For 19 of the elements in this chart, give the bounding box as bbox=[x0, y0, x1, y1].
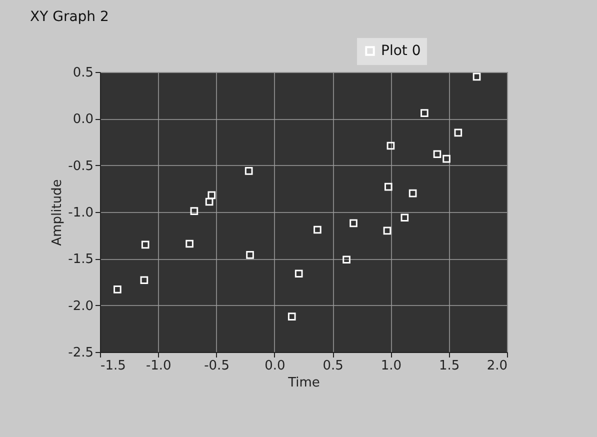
x-tick-label: -1.0 bbox=[146, 358, 172, 374]
y-axis-title: Amplitude bbox=[50, 179, 66, 246]
y-tick-label: -0.5 bbox=[68, 158, 94, 174]
x-tick-label: -0.5 bbox=[204, 358, 230, 374]
x-tick-label: 0.5 bbox=[322, 358, 344, 374]
chart-title: XY Graph 2 bbox=[30, 9, 109, 25]
y-tick-label: 0.0 bbox=[72, 112, 94, 128]
y-tick-label: -1.0 bbox=[68, 206, 94, 220]
x-axis-title: Time bbox=[287, 376, 320, 390]
y-tick-label: -1.5 bbox=[68, 252, 94, 268]
legend-label: Plot 0 bbox=[381, 43, 421, 59]
y-tick-label: -2.0 bbox=[68, 298, 94, 314]
y-tick-label: -2.5 bbox=[68, 346, 94, 360]
x-tick-label: 0.0 bbox=[264, 358, 286, 374]
x-tick-label: 1.5 bbox=[439, 358, 460, 374]
x-tick-label: 2.0 bbox=[486, 358, 508, 374]
x-tick-label: 1.0 bbox=[380, 358, 402, 374]
y-tick-label: 0.5 bbox=[72, 66, 94, 80]
x-tick-label: -1.5 bbox=[100, 358, 126, 374]
